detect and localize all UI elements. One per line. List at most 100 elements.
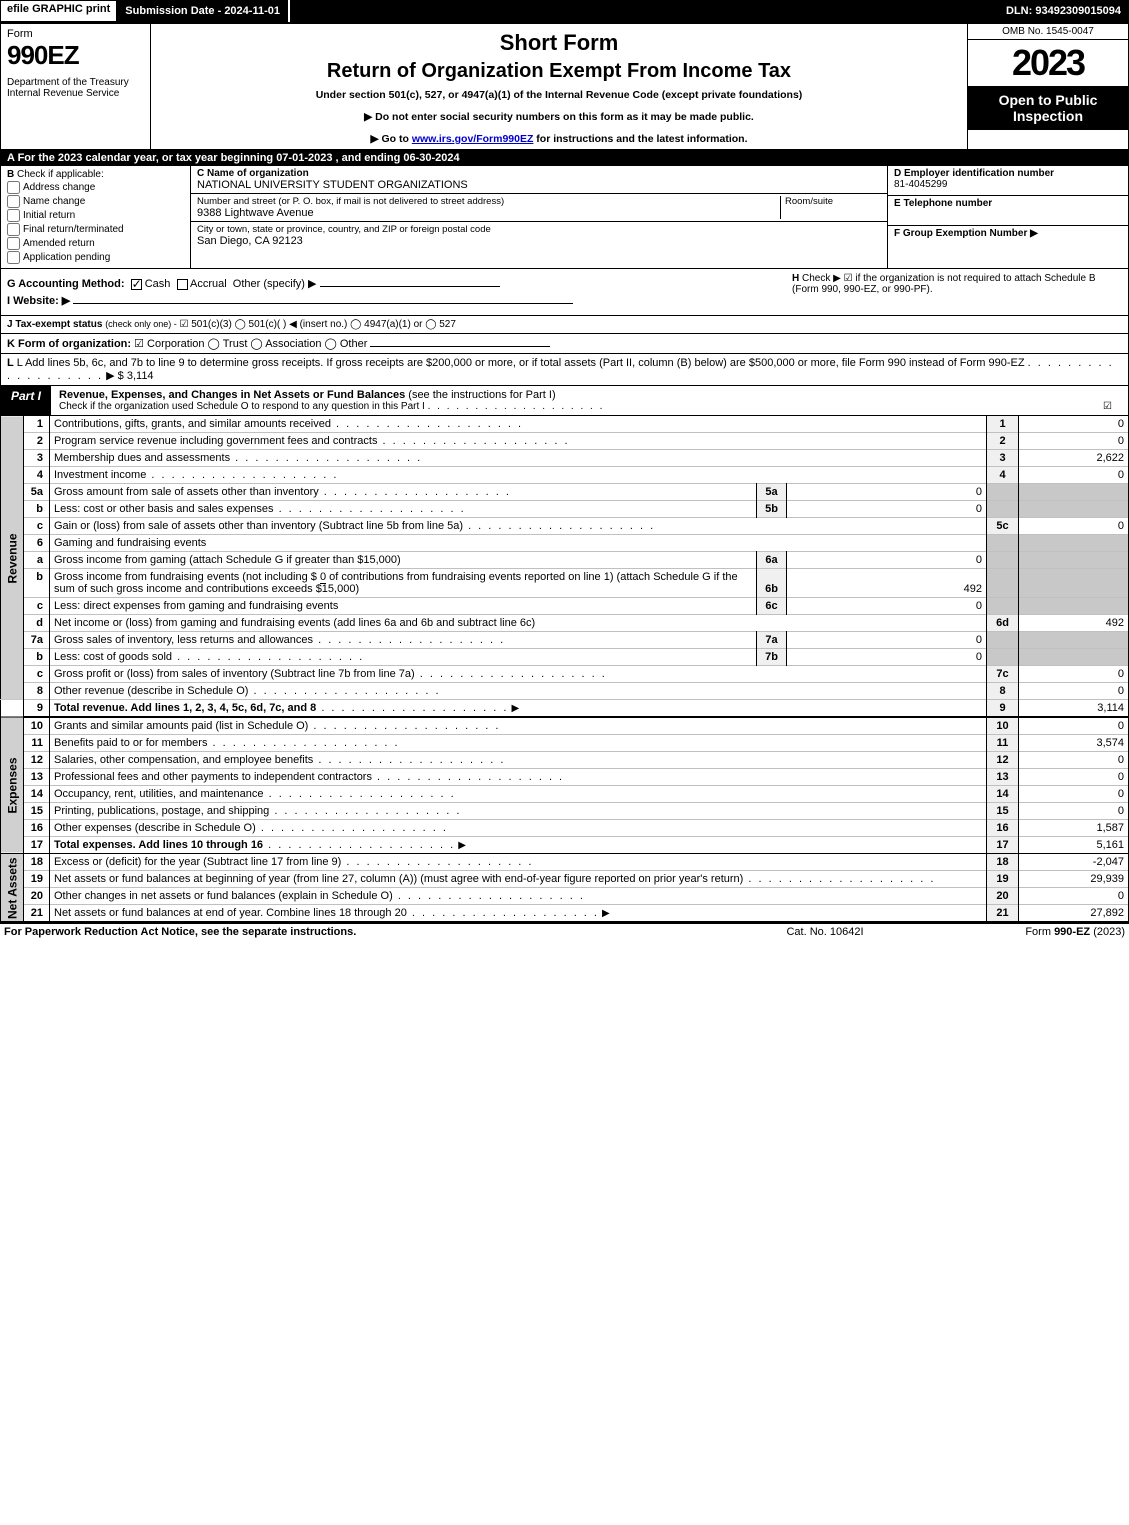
- line-3-val: 2,622: [1019, 450, 1129, 467]
- line-5b-desc: Less: cost or other basis and sales expe…: [54, 503, 274, 515]
- street-label: Number and street (or P. O. box, if mail…: [197, 196, 780, 207]
- line-7a-subval: 0: [787, 632, 987, 649]
- line-20-desc: Other changes in net assets or fund bala…: [54, 890, 393, 902]
- part1-title: Revenue, Expenses, and Changes in Net As…: [51, 386, 1128, 415]
- line-21-num: 21: [24, 905, 50, 922]
- line-7b-subln: 7b: [757, 649, 787, 666]
- line-6-rn-grey: [987, 535, 1019, 552]
- street-value: 9388 Lightwave Avenue: [197, 207, 780, 219]
- line-14-num: 14: [24, 786, 50, 803]
- ein-label: D Employer identification number: [894, 168, 1122, 179]
- part1-label: Part I: [1, 386, 51, 415]
- line-1-val: 0: [1019, 416, 1129, 433]
- line-15-desc: Printing, publications, postage, and shi…: [54, 805, 269, 817]
- line-6c-subval: 0: [787, 598, 987, 615]
- check-initial-return-label: Initial return: [23, 210, 75, 221]
- dots: [463, 520, 655, 532]
- website-label: I Website: ▶: [7, 295, 70, 307]
- line-6b-subln: 6b: [757, 569, 787, 598]
- line-6a-subln: 6a: [757, 552, 787, 569]
- accounting-cash-label: Cash: [145, 278, 171, 290]
- under-section-text: Under section 501(c), 527, or 4947(a)(1)…: [159, 89, 959, 101]
- line-7b-val-grey: [1019, 649, 1129, 666]
- section-l-text: L Add lines 5b, 6c, and 7b to line 9 to …: [17, 357, 1025, 369]
- line-6d-val: 492: [1019, 615, 1129, 632]
- form-header-left: Form 990EZ Department of the Treasury In…: [1, 24, 151, 149]
- sections-ghi: H Check ▶ ☑ if the organization is not r…: [0, 269, 1129, 316]
- dots: [377, 435, 569, 447]
- dots: [313, 634, 505, 646]
- line-9-desc: Total revenue. Add lines 1, 2, 3, 4, 5c,…: [54, 702, 316, 714]
- line-4-rn: 4: [987, 467, 1019, 484]
- section-b-label: B: [7, 169, 14, 180]
- line-13-val: 0: [1019, 769, 1129, 786]
- line-12-rn: 12: [987, 752, 1019, 769]
- line-14-rn: 14: [987, 786, 1019, 803]
- accounting-accrual-label: Accrual: [190, 278, 227, 290]
- section-a-tax-year: A For the 2023 calendar year, or tax yea…: [0, 150, 1129, 166]
- check-application-pending[interactable]: Application pending: [7, 251, 184, 264]
- accounting-cash-checkbox[interactable]: [131, 279, 142, 290]
- line-7b-rn-grey: [987, 649, 1019, 666]
- line-20-num: 20: [24, 888, 50, 905]
- form-of-org-other-input[interactable]: [370, 346, 550, 347]
- accounting-method-label: G Accounting Method:: [7, 278, 125, 290]
- part1-table: Revenue 1 Contributions, gifts, grants, …: [0, 416, 1129, 922]
- line-19-rn: 19: [987, 871, 1019, 888]
- telephone-label: E Telephone number: [894, 198, 1122, 209]
- line-6b-num: b: [24, 569, 50, 598]
- section-b: B Check if applicable: Address change Na…: [1, 166, 191, 268]
- check-amended-return[interactable]: Amended return: [7, 237, 184, 250]
- line-9-rn: 9: [987, 700, 1019, 718]
- line-5a-rn-grey: [987, 484, 1019, 501]
- part1-check-text: Check if the organization used Schedule …: [59, 401, 425, 412]
- dots: [393, 890, 585, 902]
- instructions-post: for instructions and the latest informat…: [533, 133, 747, 145]
- line-4-num: 4: [24, 467, 50, 484]
- check-address-change-label: Address change: [23, 182, 95, 193]
- line-5b-num: b: [24, 501, 50, 518]
- line-8-val: 0: [1019, 683, 1129, 700]
- line-1-num: 1: [24, 416, 50, 433]
- line-8-desc: Other revenue (describe in Schedule O): [54, 685, 248, 697]
- accounting-other-input[interactable]: [320, 286, 500, 287]
- part1-header: Part I Revenue, Expenses, and Changes in…: [0, 386, 1129, 416]
- line-9-arrow: ▶: [511, 703, 519, 714]
- check-name-change[interactable]: Name change: [7, 195, 184, 208]
- line-6b-rn-grey: [987, 569, 1019, 598]
- line-18-val: -2,047: [1019, 854, 1129, 871]
- line-5b-subval: 0: [787, 501, 987, 518]
- section-k: K Form of organization: ☑ Corporation ◯ …: [0, 334, 1129, 354]
- tax-exempt-label: J Tax-exempt status: [7, 319, 102, 330]
- website-input[interactable]: [73, 303, 573, 304]
- line-7c-val: 0: [1019, 666, 1129, 683]
- efile-print-label[interactable]: efile GRAPHIC print: [0, 0, 117, 22]
- line-6b-subval: 492: [787, 569, 987, 598]
- netassets-sidebar: Net Assets: [1, 854, 24, 922]
- accounting-accrual-checkbox[interactable]: [177, 279, 188, 290]
- section-l-arrow: ▶ $: [106, 370, 124, 382]
- line-6d-num: d: [24, 615, 50, 632]
- part1-checkbox[interactable]: ☑: [1103, 401, 1112, 412]
- dots: [248, 685, 440, 697]
- dots: [172, 651, 364, 663]
- part1-title-text: Revenue, Expenses, and Changes in Net As…: [59, 389, 405, 401]
- check-address-change[interactable]: Address change: [7, 181, 184, 194]
- line-5a-subval: 0: [787, 484, 987, 501]
- dots: [743, 873, 935, 885]
- line-10-num: 10: [24, 717, 50, 735]
- line-7a-rn-grey: [987, 632, 1019, 649]
- form-number: 990EZ: [7, 40, 144, 71]
- tax-exempt-options: ☑ 501(c)(3) ◯ 501(c)( ) ◀ (insert no.) ◯…: [180, 319, 456, 330]
- line-2-desc: Program service revenue including govern…: [54, 435, 377, 447]
- check-final-return[interactable]: Final return/terminated: [7, 223, 184, 236]
- tax-year: 2023: [968, 40, 1128, 86]
- line-15-val: 0: [1019, 803, 1129, 820]
- line-21-desc: Net assets or fund balances at end of ye…: [54, 907, 407, 919]
- line-6c-desc: Less: direct expenses from gaming and fu…: [54, 600, 338, 612]
- irs-link[interactable]: www.irs.gov/Form990EZ: [412, 133, 534, 145]
- blank-sidebar: [1, 700, 24, 718]
- line-6c-subln: 6c: [757, 598, 787, 615]
- tax-exempt-sub: (check only one) -: [105, 319, 177, 329]
- check-initial-return[interactable]: Initial return: [7, 209, 184, 222]
